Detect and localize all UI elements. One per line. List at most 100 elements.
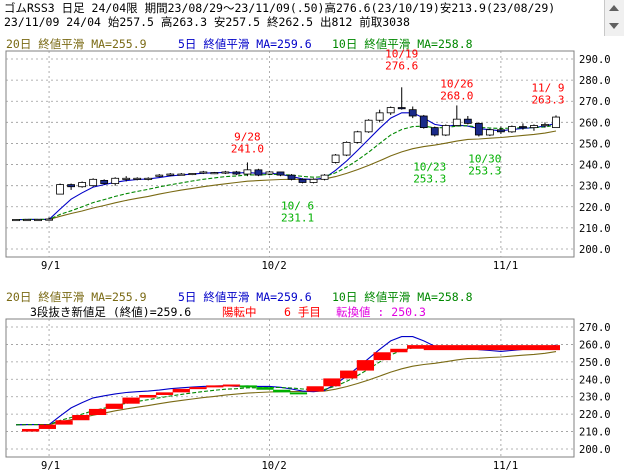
candle-body: [375, 112, 384, 121]
candle-body: [221, 171, 230, 174]
legend-ma5-bottom: 5日 終値平滑 MA=259.6: [178, 290, 312, 304]
candle-body: [552, 116, 560, 129]
candle-body: [56, 184, 64, 195]
legend-ma10: 10日 終値平滑 MA=258.8: [332, 37, 473, 51]
annotation-value: 263.3: [531, 93, 564, 106]
new-price-bar: [373, 352, 391, 361]
candle-body: [34, 219, 42, 222]
new-price-bar: [340, 370, 358, 379]
chart-header: ゴムRSS3 日足 24/04限 期間23/08/29～23/11/09(.50…: [0, 0, 604, 33]
candle-body: [276, 171, 285, 176]
annotation-date: 9/28: [234, 130, 261, 143]
new-price-bar: [407, 345, 425, 349]
candle-body: [309, 178, 318, 183]
legend-ma20-bottom: 20日 終値平滑 MA=255.9: [6, 290, 147, 304]
candle-body: [496, 129, 505, 133]
new-price-bar: [306, 386, 324, 392]
y-tick-label: 220.0: [579, 409, 611, 421]
annotation-date: 11/ 9: [531, 81, 564, 94]
candle-body: [331, 154, 340, 163]
x-tick-label: 10/2: [261, 460, 286, 472]
annotation-date: 10/19: [385, 47, 418, 60]
bottom-panel: 270.0 260.0 250.0 240.0 230.0 220.0 210.0 200.0…: [5, 318, 611, 472]
candle-body: [144, 177, 153, 180]
bottom-legend: 20日 終値平滑 MA=255.9 5日 終値平滑 MA=259.6 10日 終…: [6, 290, 473, 319]
legend-ma20: 20日 終値平滑 MA=255.9: [6, 37, 147, 51]
y-tick-label: 270.0: [579, 322, 611, 334]
new-price-bar: [172, 388, 190, 393]
annotation-value: 253.3: [468, 164, 501, 177]
annotation-date: 10/23: [413, 160, 446, 173]
x-tick-label: 9/1: [41, 260, 60, 272]
candle-body: [23, 219, 31, 222]
x-tick-label: 9/1: [41, 460, 60, 472]
candle-body: [155, 174, 164, 177]
ma-line-ma20: [15, 130, 557, 221]
candle-body: [430, 127, 439, 136]
candle-body: [166, 173, 175, 176]
candle-body: [45, 218, 53, 221]
candle-body: [408, 109, 417, 117]
candle-body: [397, 107, 406, 110]
candle-body: [386, 107, 395, 114]
new-price-bar: [155, 392, 174, 395]
legend-ma10-bottom: 10日 終値平滑 MA=258.8: [332, 290, 473, 304]
reversal-value: 転換値 : 250.3: [336, 305, 426, 319]
candle-body: [419, 115, 428, 129]
annotation-date: 10/30: [468, 152, 501, 165]
candle-body: [89, 178, 98, 187]
new-price-bar: [323, 378, 341, 387]
annotation-date: 10/26: [440, 77, 473, 90]
annotation-value: 253.3: [413, 172, 446, 185]
candle-body: [177, 173, 186, 176]
scroll-down-icon[interactable]: [609, 23, 619, 29]
y-tick-label: 230.0: [579, 392, 611, 404]
new-price-bar: [139, 394, 157, 398]
candle-body: [287, 174, 296, 180]
annotation-value: 276.6: [385, 59, 418, 72]
header-scrollbar[interactable]: [604, 0, 624, 36]
y-tick-label: 210.0: [579, 223, 611, 235]
new-price-bar: [22, 428, 40, 432]
y-tick-label: 260.0: [579, 339, 611, 351]
new-price-bar: [105, 403, 123, 409]
legend-ma5: 5日 終値平滑 MA=259.6: [178, 37, 312, 51]
candle-body: [78, 182, 87, 188]
y-tick-label: 200.0: [579, 444, 611, 456]
candle-body: [452, 118, 461, 126]
new-price-bar: [356, 360, 375, 371]
new-price-bar: [222, 384, 241, 387]
candle-body: [254, 169, 263, 176]
new-price-bar: [273, 389, 291, 393]
new-price-bar: [72, 415, 90, 421]
candle-body: [122, 177, 131, 180]
y-tick-label: 220.0: [579, 202, 611, 214]
candle-body: [441, 125, 450, 136]
scroll-up-icon[interactable]: [609, 5, 619, 11]
candle-body: [364, 119, 373, 133]
trend-state: 陽転中: [222, 305, 257, 319]
plot-frame: [5, 50, 575, 258]
candle-body: [519, 126, 527, 129]
top-legend: 20日 終値平滑 MA=255.9 5日 終値平滑 MA=259.6 10日 終…: [6, 37, 473, 51]
candle-body: [342, 141, 351, 156]
candle-body: [474, 122, 483, 136]
candle-body: [210, 172, 219, 175]
candle-body: [485, 129, 494, 136]
x-tick-label: 11/1: [493, 460, 518, 472]
new-price-bar: [189, 387, 207, 390]
new-price-bar: [289, 392, 308, 395]
y-tick-label: 240.0: [579, 160, 611, 172]
new-price-bar: [390, 348, 408, 353]
x-tick-label: 11/1: [493, 260, 518, 272]
top-panel: 290.0 280.0 270.0 260.0 250.0 240.0 230.0 220.0…: [5, 47, 611, 272]
y-tick-label: 290.0: [579, 54, 611, 66]
candle-body: [541, 124, 549, 127]
new-price-bar: [239, 385, 257, 388]
y-tick-label: 280.0: [579, 75, 611, 87]
candle-body: [353, 131, 362, 143]
new-price-bar: [55, 420, 73, 425]
candle-body: [530, 125, 538, 129]
header-line-1: ゴムRSS3 日足 24/04限 期間23/08/29～23/11/09(.50…: [4, 1, 556, 15]
candle-body: [243, 169, 252, 175]
